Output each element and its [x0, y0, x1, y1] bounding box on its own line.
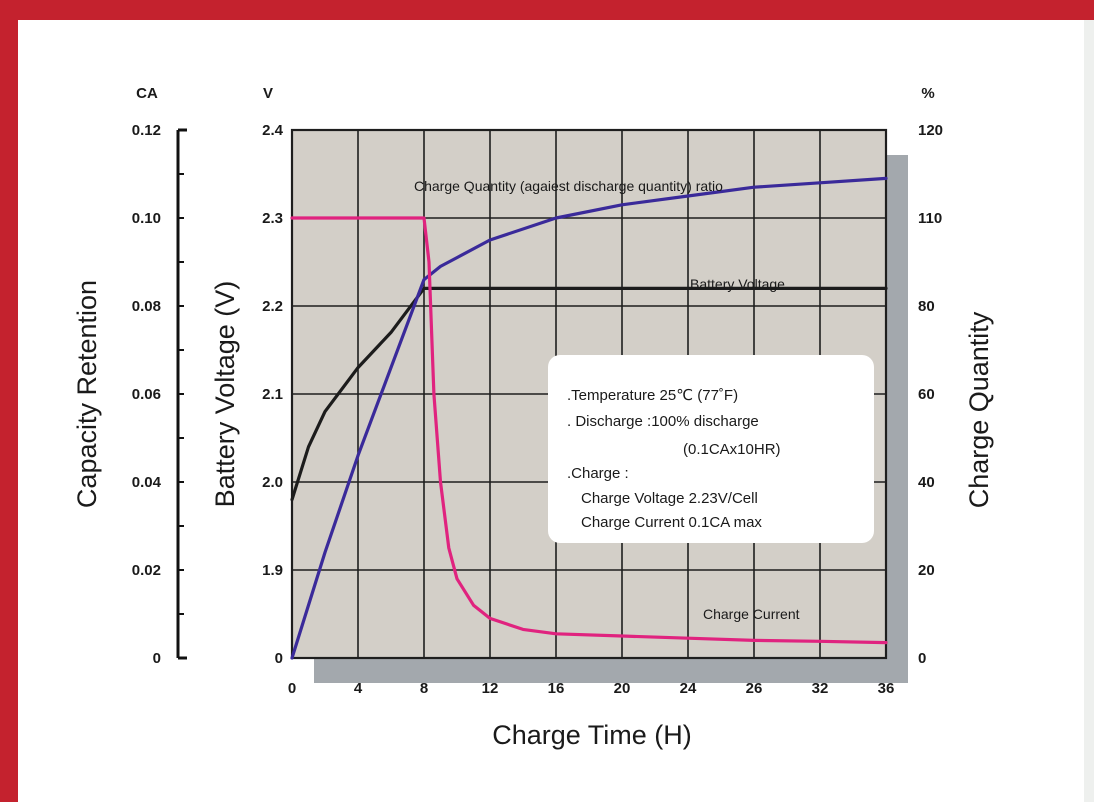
x-axis-title: Charge Time (H)	[492, 720, 692, 750]
y-axis-title-battery-voltage: Battery Voltage (V)	[210, 281, 240, 508]
tick-label-x: 24	[680, 680, 697, 697]
tick-label-quantity: 0	[918, 650, 926, 667]
tick-label-quantity: 120	[918, 122, 943, 139]
tick-label-current: 0	[153, 650, 161, 667]
tick-label-voltage: 2.2	[262, 298, 283, 315]
ticks-current: 0.12 0.10 0.08 0.06 0.04 0.02 0	[132, 122, 162, 667]
frame-edge	[1084, 20, 1094, 802]
tick-label-voltage: 2.0	[262, 474, 283, 491]
tick-label-voltage: 2.1	[262, 386, 283, 403]
y-axis-title-charge-quantity: Charge Quantity	[964, 311, 994, 508]
plot-border	[290, 128, 888, 660]
unit-voltage: V	[263, 85, 273, 102]
series-layer	[290, 176, 888, 660]
tick-label-voltage: 2.4	[262, 122, 284, 139]
capacity-retention-axis	[176, 128, 187, 660]
tick-label-current: 0.04	[132, 474, 162, 491]
conditions-note: .Temperature 25℃ (77˚F) . Discharge :100…	[548, 355, 874, 543]
tick-label-quantity: 60	[918, 386, 935, 403]
series-line-charge-quantity	[290, 176, 888, 660]
unit-quantity: %	[921, 85, 934, 102]
series-line-battery-voltage	[290, 286, 888, 502]
y-axis-title-capacity-retention: Capacity Retention	[72, 280, 102, 508]
note-line: Charge Current 0.1CA max	[581, 514, 762, 531]
tick-label-x: 12	[482, 680, 499, 697]
note-line: (0.1CAx10HR)	[683, 441, 781, 458]
tick-label-voltage: 0	[275, 650, 283, 667]
tick-label-x: 16	[548, 680, 565, 697]
tick-label-current: 0.02	[132, 562, 161, 579]
tick-label-quantity: 20	[918, 562, 935, 579]
tick-label-x: 32	[812, 680, 829, 697]
tick-label-x: 36	[878, 680, 895, 697]
tick-label-x: 0	[288, 680, 296, 697]
note-line: .Temperature 25℃ (77˚F)	[567, 387, 738, 404]
tick-label-current: 0.08	[132, 298, 161, 315]
series-label-charge-current: Charge Current	[703, 606, 800, 622]
series-label-charge-quantity: Charge Quantity (agaiest discharge quant…	[414, 178, 723, 194]
note-line: Charge Voltage 2.23V/Cell	[581, 490, 758, 507]
ticks-quantity: 120 110 80 60 40 20 0	[918, 122, 943, 667]
tick-label-x: 8	[420, 680, 428, 697]
tick-label-x: 26	[746, 680, 763, 697]
tick-label-current: 0.12	[132, 122, 161, 139]
tick-label-quantity: 80	[918, 298, 935, 315]
tick-label-quantity: 110	[918, 210, 942, 227]
tick-label-voltage: 2.3	[262, 210, 283, 227]
series-line-charge-current	[290, 216, 888, 645]
tick-label-x: 4	[354, 680, 363, 697]
tick-label-voltage: 1.9	[262, 562, 283, 579]
note-box	[548, 355, 874, 543]
ticks-voltage: 2.4 2.3 2.2 2.1 2.0 1.9 0	[262, 122, 284, 667]
tick-label-x: 20	[614, 680, 631, 697]
tick-label-current: 0.06	[132, 386, 161, 403]
tick-label-quantity: 40	[918, 474, 935, 491]
note-line: . Discharge :100% discharge	[567, 413, 759, 430]
unit-current: CA	[136, 85, 158, 102]
series-label-battery-voltage: Battery Voltage	[690, 276, 785, 292]
note-line: .Charge :	[567, 465, 629, 482]
tick-label-current: 0.10	[132, 210, 161, 227]
ticks-x: 0 4 8 12 16 20 24 26 32 36	[288, 680, 895, 697]
